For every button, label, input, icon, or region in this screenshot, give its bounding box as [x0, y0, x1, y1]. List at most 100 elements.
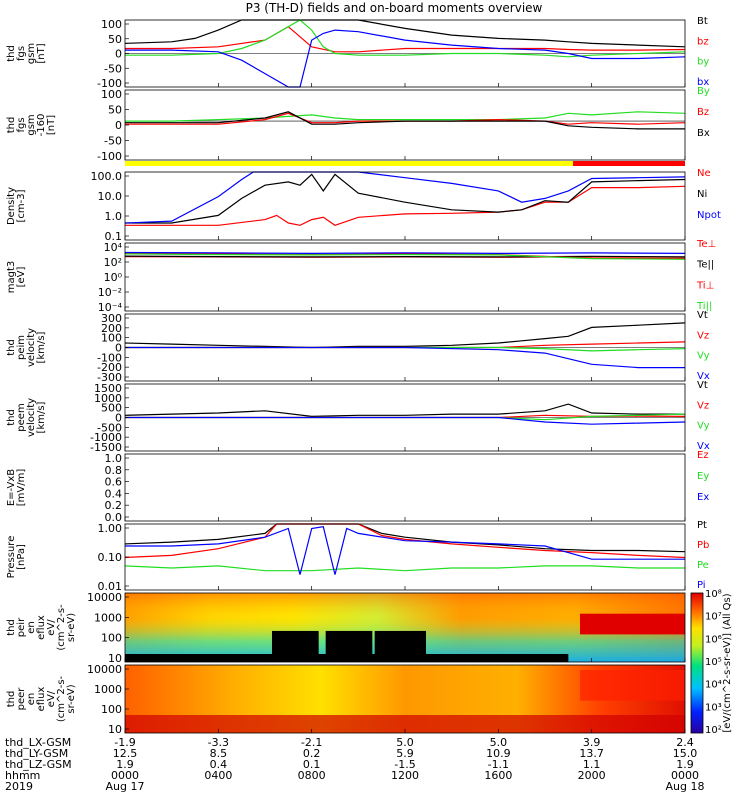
y-tick-label: 0.4	[105, 487, 123, 500]
y-axis-label: E=-VxB	[6, 469, 17, 506]
heatmap-noise-band	[125, 654, 569, 662]
x-tick-label: 5.0	[396, 736, 414, 749]
y-tick-label: 10	[108, 723, 122, 736]
legend-bz: bz	[697, 36, 709, 47]
y-tick-label: 0.8	[105, 464, 123, 477]
y-axis-label: (cm^2-s-	[56, 604, 67, 651]
y-axis-label: sr-eV)	[66, 613, 77, 642]
panel-peir_eflux: 10000 1000 100 10 thd peir en eflux eV/(cm^2-s-s…	[6, 591, 686, 665]
series-line-Pt	[124, 523, 686, 553]
y-axis-label: thd	[6, 45, 17, 62]
x-tick-label: -3.3	[208, 736, 229, 749]
y-tick-label: 0.2	[105, 499, 123, 512]
y-axis-label: peer	[16, 687, 27, 711]
legend-Ez: Ez	[697, 450, 709, 461]
panel-efield: Ez Ey Ex 1.00.80.60.40.20.0 E=-VxB [mV/m]	[6, 450, 709, 524]
y-tick-label: -100	[97, 150, 122, 163]
heatmap-band	[580, 670, 685, 701]
y-axis-label: thd	[6, 619, 17, 636]
series-line-Ni	[125, 173, 686, 224]
legend-Vt: Vt	[697, 310, 708, 321]
y-tick-label: -1000	[90, 431, 122, 444]
heatmap-band	[125, 715, 685, 733]
x-tick-label: 10.9	[486, 747, 511, 760]
y-axis-label: thd	[6, 691, 17, 708]
y-axis-label: [nT]	[46, 115, 57, 135]
x-tick-label: Aug 18	[666, 780, 705, 793]
legend-Vx: Vx	[697, 441, 710, 452]
y-axis-label: [cm-3]	[16, 189, 27, 222]
y-tick-label: 0	[115, 342, 122, 355]
colorbar-tick: 10⁶	[705, 634, 722, 645]
y-tick-label: 200	[101, 322, 122, 335]
y-tick-label: 0.01	[98, 580, 123, 593]
x-row-label: thd_LX-GSM	[5, 736, 71, 749]
legend-Bt: Bt	[697, 16, 708, 27]
chart-title: P3 (TH-D) fields and on-board moments ov…	[246, 1, 543, 15]
x-tick-label: 2.4	[676, 736, 694, 749]
y-axis-label: eflux	[36, 615, 47, 640]
mode-bar-slow	[125, 161, 573, 166]
panel-pressure: Pt Pb Pe Pi 1.00 0.10 0.01 Pressure [nPa]	[6, 520, 709, 593]
y-axis-label: en	[26, 693, 37, 706]
y-axis-label: thd	[6, 117, 17, 134]
legend-Vt: Vt	[697, 380, 708, 391]
legend-Vz: Vz	[697, 330, 709, 341]
y-tick-label: 100	[101, 18, 122, 31]
colorbar-tick: 10⁸	[705, 589, 722, 600]
panel-fgs_gsm: Bt bz by bx 100 50 0-50 -100 thd fgs gsm [nT]	[6, 16, 709, 90]
legend-Ti||: Ti||	[696, 301, 712, 312]
x-row-label: hhmm	[5, 769, 40, 782]
x-tick-label: 1.9	[116, 758, 134, 771]
series-line-Vt	[124, 322, 686, 349]
x-tick-label: 13.7	[579, 747, 604, 760]
legend-Bx: Bx	[697, 128, 710, 139]
x-row-label: 2019	[5, 780, 33, 793]
x-tick-label: Aug 17	[106, 780, 145, 793]
panel-density: Ne Ni Npot 100.0 10.0 1.0 0.1 Density [cm-3]	[6, 168, 721, 243]
x-tick-label: 0.4	[210, 758, 228, 771]
x-tick-label: 12.5	[113, 747, 138, 760]
legend-Ni: Ni	[697, 189, 707, 200]
y-axis-label: gsm	[26, 114, 37, 135]
y-axis-label: thd	[6, 409, 17, 426]
legend-Npot: Npot	[697, 210, 721, 221]
series-line-Pi	[125, 526, 685, 575]
x-tick-label: 1600	[484, 769, 512, 782]
y-tick-label: -1500	[90, 441, 122, 454]
series-line-Ne	[125, 185, 686, 226]
y-tick-label: 10⁰	[104, 271, 123, 284]
y-tick-label: -50	[104, 62, 122, 75]
y-axis-label: -160	[36, 114, 47, 137]
x-tick-label: 2000	[578, 769, 606, 782]
colorbar-ticks: 10⁸ 10⁷ 10⁶ 10⁵ 10⁴ 10³ 10²	[705, 589, 722, 736]
y-axis-label: Density	[6, 187, 17, 225]
y-tick-label: 0.1	[105, 230, 123, 243]
y-tick-label: 1000	[94, 392, 122, 405]
y-axis-label: velocity	[26, 398, 37, 437]
x-tick-label: 3.9	[583, 736, 601, 749]
y-tick-label: 10⁴	[104, 241, 123, 254]
y-axis-label: velocity	[26, 328, 37, 367]
y-axis-label: gsm	[26, 43, 37, 64]
x-tick-label: -1.1	[488, 758, 509, 771]
colorbar-tick: 10⁷	[705, 612, 722, 623]
y-tick-label: -200	[97, 361, 122, 374]
y-tick-label: 10⁻²	[98, 286, 122, 299]
colorbar-tick: 10²	[705, 725, 722, 736]
panel-frame	[124, 89, 686, 161]
panel-temperature: Te⊥ Te|| Ti⊥ Ti|| 10⁴ 10² 10⁰ 10⁻² 10⁻⁴ magt3 [eV]	[6, 239, 716, 314]
colorbar-tick: 10⁵	[705, 657, 722, 668]
y-axis-label: [nT]	[36, 43, 47, 63]
panel-peer_eflux: 10000 1000 100 10 thd peer en eflux eV/(cm^2-s-s…	[6, 663, 686, 736]
y-axis-label: magt3	[6, 261, 17, 294]
series-line-Bt	[124, 19, 686, 48]
legend-Te⊥: Te⊥	[696, 239, 716, 250]
y-tick-label: 1.0	[105, 210, 123, 223]
legend-Ex: Ex	[697, 492, 709, 503]
y-tick-label: -100	[97, 351, 122, 364]
heatmap-band	[580, 613, 685, 635]
y-tick-label: -100	[97, 77, 122, 90]
